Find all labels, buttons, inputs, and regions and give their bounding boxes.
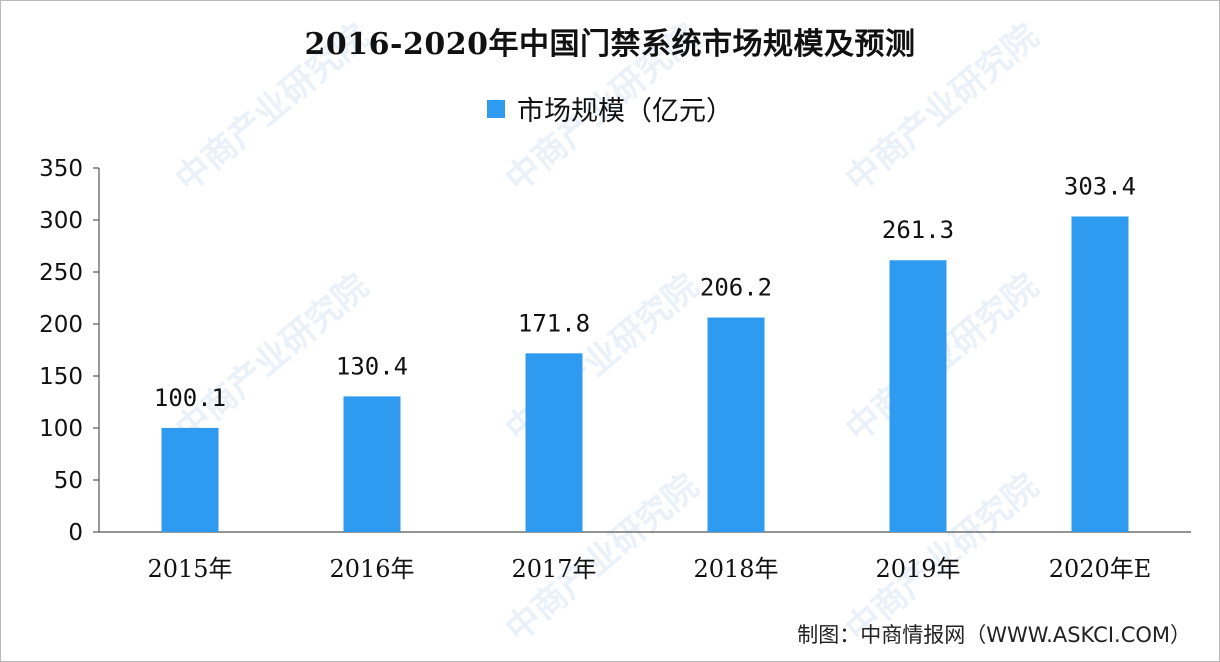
bar xyxy=(161,427,219,532)
chart-title: 2016-2020年中国门禁系统市场规模及预测 xyxy=(304,27,916,62)
legend-swatch xyxy=(487,99,505,118)
y-tick-label: 0 xyxy=(68,520,83,546)
data-label: 261.3 xyxy=(882,216,954,244)
legend: 市场规模（亿元） xyxy=(1,89,1219,128)
y-tick-label: 300 xyxy=(39,208,83,234)
y-tick-label: 200 xyxy=(39,312,83,338)
legend-label: 市场规模（亿元） xyxy=(517,96,733,127)
source-note: 制图：中商情报网（WWW.ASKCI.COM） xyxy=(797,623,1191,647)
data-label: 100.1 xyxy=(154,384,226,412)
x-tick-label: 2016年 xyxy=(329,555,414,583)
y-tick-label: 150 xyxy=(39,364,83,390)
bar xyxy=(525,353,583,532)
y-tick-label: 50 xyxy=(54,468,83,494)
bar xyxy=(1071,216,1129,533)
bar xyxy=(707,317,765,532)
data-label: 130.4 xyxy=(336,352,408,380)
x-tick-label: 2019年 xyxy=(875,555,960,583)
x-tick-label: 2015年 xyxy=(147,555,232,583)
data-label: 303.4 xyxy=(1064,172,1136,200)
y-tick-label: 250 xyxy=(39,260,83,286)
bar xyxy=(343,396,401,532)
bar xyxy=(889,260,947,532)
x-tick-label: 2020年E xyxy=(1049,555,1152,583)
y-tick-label: 350 xyxy=(39,156,83,182)
y-tick-label: 100 xyxy=(39,416,83,442)
x-tick-label: 2018年 xyxy=(693,555,778,583)
data-label: 171.8 xyxy=(518,309,590,337)
data-label: 206.2 xyxy=(700,274,772,302)
x-tick-label: 2017年 xyxy=(511,555,596,583)
